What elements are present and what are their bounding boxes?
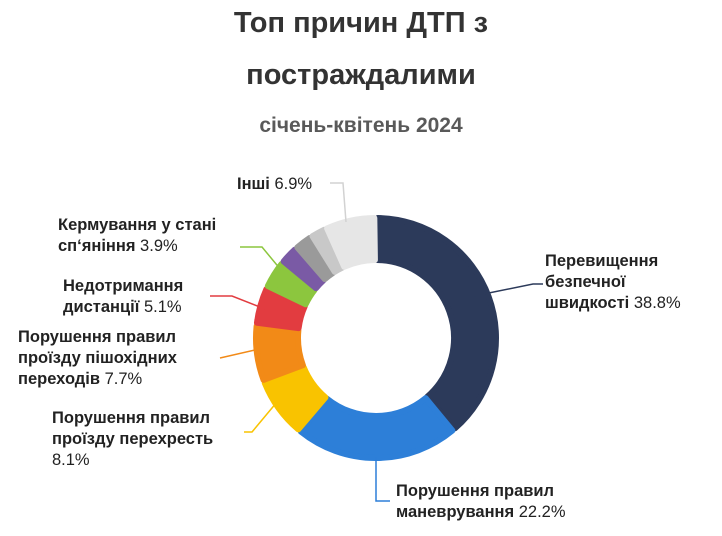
leader-line-1 [375,457,390,502]
chart-title-line-2: постраждалими [246,59,476,91]
donut-slice-1 [297,395,456,461]
leader-line-4 [210,295,266,310]
slice-label-category: Недотримання [63,277,183,295]
leader-line-0 [473,283,543,297]
slice-label-category: переходів [18,370,100,388]
slice-label-category: Порушення правил [52,409,210,427]
slice-label-category: Кермування у стані [58,216,216,234]
slice-label-value: 8.1% [52,451,90,469]
slice-label-value: 38.8% [629,294,681,312]
chart-title-line-1: Топ причин ДТП з [233,7,489,39]
slice-label-category: Порушення правил [18,328,176,346]
slice-label-2: Порушення правил проїзду перехресть 8.1% [52,409,213,469]
slice-label-value: 7.7% [100,370,143,388]
slice-label-0: Перевищення безпечної швидкості 38.8% [545,252,681,312]
slice-label-category: проїзду перехресть [52,430,213,448]
donut-slice-9 [324,215,378,270]
slice-label-category: дистанції [63,298,140,316]
slice-label-category: сп‘яніння [58,237,135,255]
slice-label-value: 22.2% [514,503,566,521]
slice-label-category: проїзду пішохідних [18,349,178,367]
slice-label-1: Порушення правил маневрування 22.2% [396,482,566,521]
slice-label-category: Інші [237,175,270,193]
chart-subtitle: січень-квітень 2024 [259,114,463,137]
leader-line-3 [219,349,256,359]
slice-label-3: Порушення правил проїзду пішохідних перехо… [18,328,178,388]
slice-label-category: Порушення правил [396,482,554,500]
leader-line-5 [240,246,282,271]
slice-label-value: 5.1% [139,298,182,316]
slice-label-category: безпечної [545,273,626,291]
leader-line-2 [244,395,283,433]
slice-label-5: Кермування у стані сп‘яніння 3.9% [58,216,216,255]
slice-label-value: 6.9% [270,175,313,193]
slice-label-value: 3.9% [135,237,178,255]
slice-label-category: Перевищення [545,252,658,270]
slice-label-9: Інші 6.9% [237,175,312,193]
slice-label-category: маневрування [396,503,514,521]
slice-label-4: Недотримання дистанції 5.1% [63,277,183,316]
leader-line-9 [330,182,347,223]
donut-slice-0 [374,215,499,432]
slice-label-category: швидкості [545,294,629,312]
